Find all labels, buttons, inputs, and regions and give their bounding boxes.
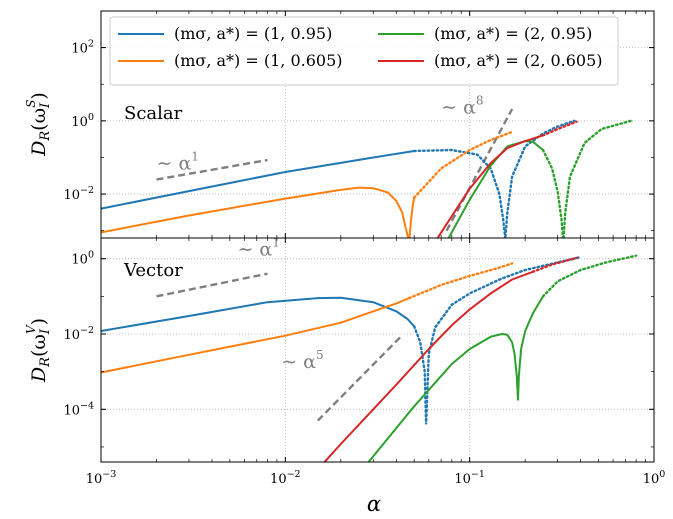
scalar-y-ticks: 10−2 100 102 (63, 10, 654, 232)
vector-grid (100, 238, 655, 462)
vector-series-2-solid-line (367, 295, 544, 462)
x-axis-ticks: 10−3 10−2 10−1 100 (86, 469, 666, 487)
scalar-panel: ∼ α1 ∼ α8 Scalar 10−2 100 102 DR(ωIS) (24, 10, 655, 239)
vector-reference-slope-line (316, 336, 402, 422)
scalar-y-tick-label: 102 (71, 39, 94, 57)
scalar-series (101, 119, 633, 238)
vector-series-0-solid-line (101, 296, 415, 332)
vector-series-2-dotted-line (541, 254, 638, 298)
legend: (mσ, a*) = (1, 0.95) (mσ, a*) = (1, 0.605… (109, 16, 619, 86)
vector-y-axis-label: DR(ωIV) (24, 318, 53, 383)
scalar-reference-labels: ∼ α1 ∼ α8 (156, 93, 483, 174)
scalar-reference-slope-label: ∼ α1 (156, 149, 198, 174)
vector-reference-labels: ∼ α1 ∼ α5 (237, 236, 323, 373)
scalar-series-3-dotted-line (541, 120, 578, 137)
vector-series-1-dotted-line (408, 262, 514, 300)
x-tick-label: 10−1 (454, 469, 485, 487)
svg-text:DR(ωIS): DR(ωIS) (24, 92, 53, 157)
svg-text:DR(ωIV): DR(ωIV) (24, 318, 53, 383)
vector-panel-label: Vector (123, 260, 183, 281)
x-axis-label: α (367, 492, 381, 516)
scalar-series-2-dotted-line (541, 119, 633, 238)
vector-y-ticks: 10−4 10−2 100 (63, 250, 654, 448)
scalar-series-3-solid-line (436, 134, 544, 238)
vector-series-3-dotted-line (531, 256, 578, 273)
vector-series-3-solid-line (323, 270, 534, 462)
scalar-series-0-solid-line (101, 150, 415, 210)
vector-series-1-solid-line (101, 297, 410, 374)
scalar-reference-slope-line (445, 108, 514, 232)
scalar-y-tick-label: 10−2 (63, 185, 94, 203)
x-tick-label: 10−2 (270, 469, 301, 487)
scalar-reference-slope-line (156, 158, 268, 181)
vector-panel: ∼ α1 ∼ α5 Vector 10−4 10−2 100 DR(ωIV) (24, 236, 655, 463)
vector-y-tick-label: 100 (71, 250, 94, 268)
x-tick-label: 100 (643, 469, 666, 487)
vector-y-tick-label: 10−2 (63, 325, 94, 343)
vector-reference-slope-label: ∼ α1 (237, 236, 279, 261)
vector-reference-slope-line (156, 272, 268, 298)
scalar-y-tick-label: 100 (71, 112, 94, 130)
scalar-series-0-dotted-line (413, 119, 576, 238)
vector-reference-slopes (156, 272, 402, 422)
scalar-reference-slope-label: ∼ α8 (441, 93, 483, 118)
vector-series (101, 254, 638, 462)
scalar-reference-slopes (156, 108, 514, 232)
legend-label-3: (mσ, a*) = (2, 0.605) (434, 51, 603, 70)
scalar-panel-label: Scalar (124, 103, 183, 124)
legend-box (109, 16, 619, 86)
legend-label-0: (mσ, a*) = (1, 0.95) (174, 24, 332, 43)
legend-label-2: (mσ, a*) = (2, 0.95) (434, 24, 592, 43)
vector-axes-frame (100, 237, 655, 463)
scalar-series-1-solid-line (101, 186, 416, 238)
vector-reference-slope-label: ∼ α5 (281, 348, 323, 373)
scalar-series-1-dotted-line (413, 130, 514, 199)
scalar-series-2-solid-line (447, 140, 544, 238)
vector-series-0-dotted-line (413, 255, 582, 425)
legend-label-1: (mσ, a*) = (1, 0.605) (174, 51, 343, 70)
scalar-y-axis-label: DR(ωIS) (24, 92, 53, 157)
x-tick-label: 10−3 (86, 469, 117, 487)
vector-y-tick-label: 10−4 (63, 400, 94, 418)
